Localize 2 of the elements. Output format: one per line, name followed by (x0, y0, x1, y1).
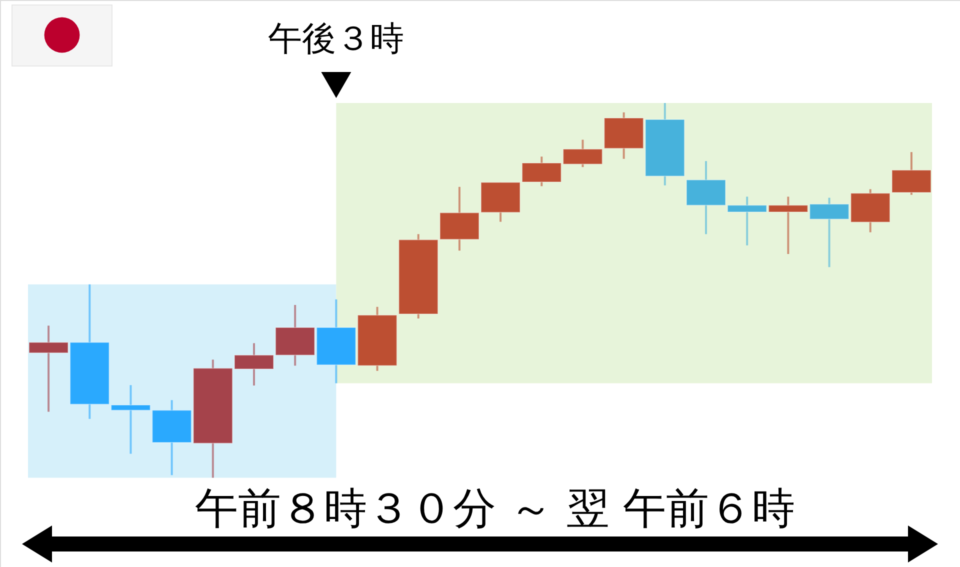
text: 午後３時 (268, 19, 404, 59)
text: 午前８時３０分 ～ 翌 午前６時 (194, 484, 796, 534)
